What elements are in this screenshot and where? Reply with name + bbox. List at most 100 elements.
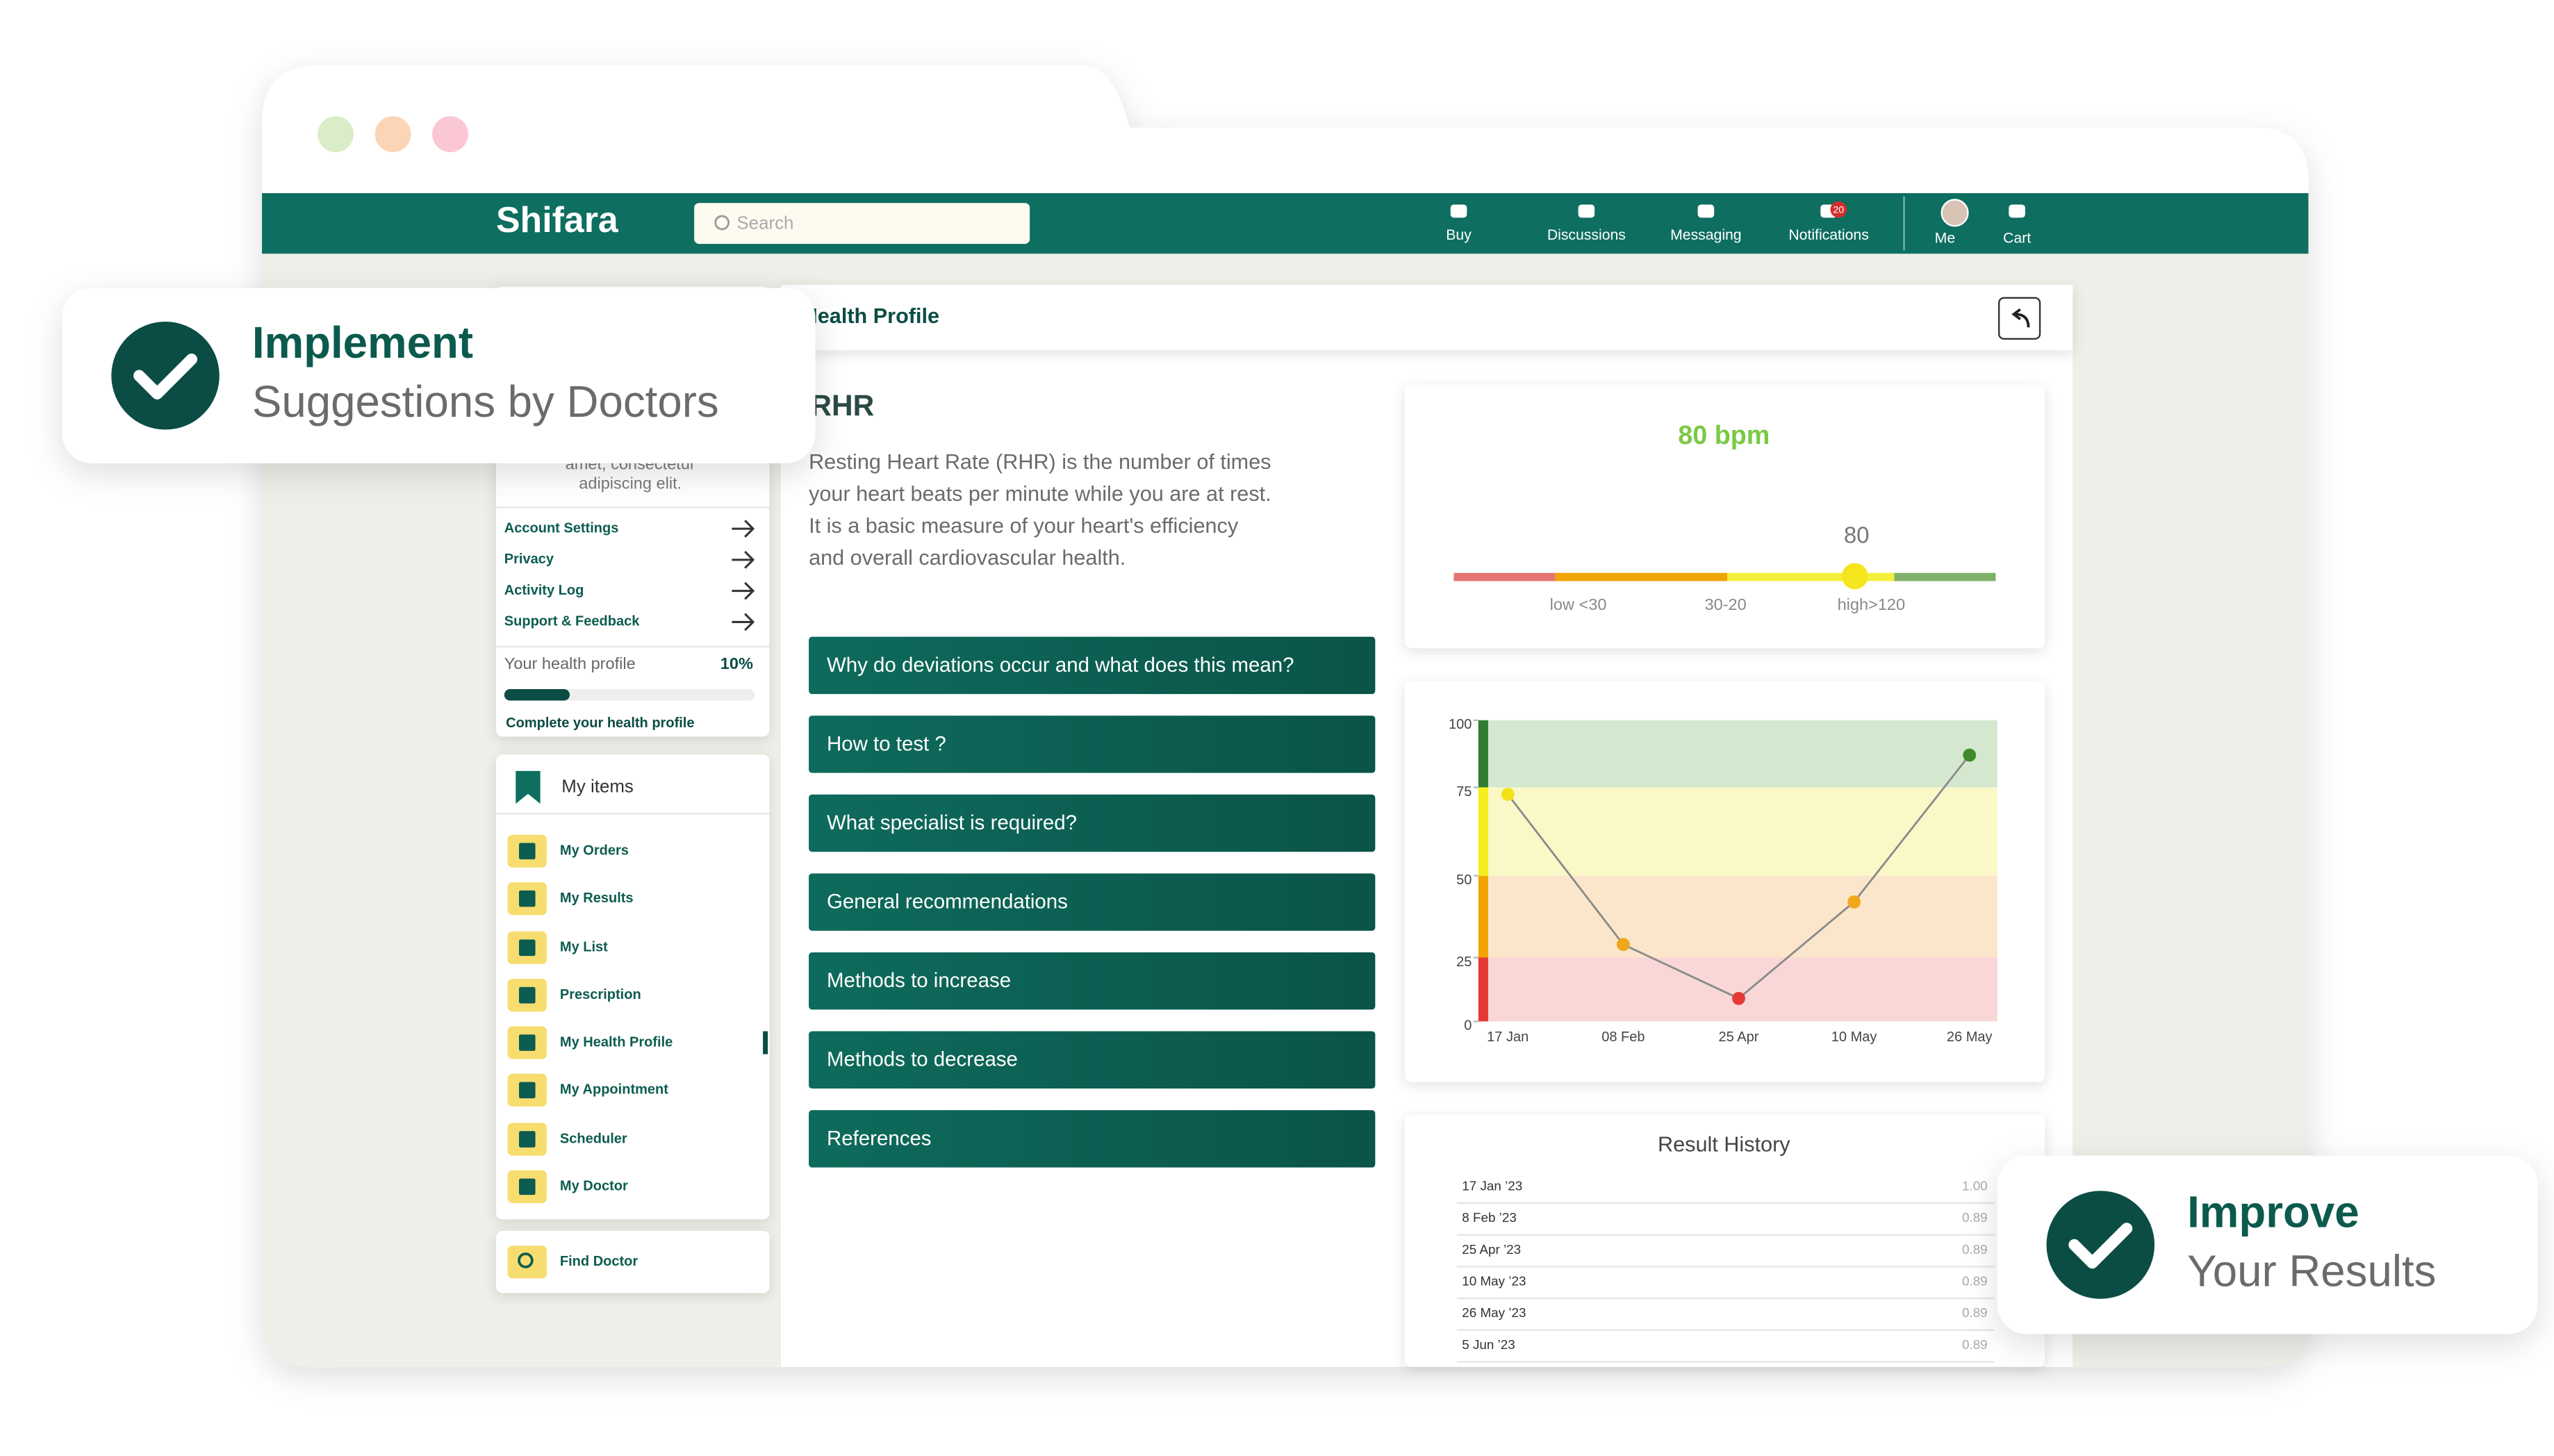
history-value: 0.89: [1962, 1274, 1988, 1289]
range-band: [1478, 720, 1997, 788]
data-point: [1963, 748, 1977, 762]
x-tick-label: 26 May: [1947, 1029, 1993, 1045]
accordion-label: How to test ?: [827, 732, 946, 755]
window-dot: [374, 116, 411, 153]
page-title: Health Profile: [802, 304, 939, 328]
nav-label[interactable]: Discussions: [1547, 227, 1626, 243]
y-tick-label: 50: [1456, 872, 1472, 888]
item-glyph: [518, 843, 536, 860]
progress-fill: [504, 689, 570, 701]
gauge-reading: 80 bpm: [1678, 420, 1770, 449]
find-link[interactable]: Find Doctor: [560, 1254, 638, 1269]
check-circle: [111, 322, 220, 430]
settings-link[interactable]: Account Settings: [504, 520, 619, 536]
accordion-label: Methods to decrease: [827, 1048, 1018, 1071]
window-dot: [318, 116, 354, 153]
history-value: 0.89: [1962, 1210, 1988, 1225]
callout-title: Improve: [2187, 1187, 2359, 1236]
item-link[interactable]: My Appointment: [560, 1082, 668, 1098]
accordion-button[interactable]: [809, 715, 1376, 773]
item-link[interactable]: Prescription: [560, 987, 641, 1002]
data-point: [1847, 895, 1861, 909]
item-glyph: [518, 1178, 536, 1196]
nav-label[interactable]: Cart: [2003, 231, 2031, 247]
callout-subtitle: Suggestions by Doctors: [252, 377, 719, 427]
accordion-button[interactable]: [809, 636, 1376, 695]
history-date: 5 Jun ’23: [1462, 1337, 1515, 1352]
gauge-card: [1404, 384, 2045, 649]
range-band: [1478, 875, 1997, 958]
health-label: Your health profile: [504, 654, 636, 672]
history-value: 0.89: [1962, 1337, 1988, 1352]
notification-count: 20: [1833, 204, 1844, 215]
y-tick-label: 75: [1456, 784, 1472, 800]
settings-link[interactable]: Activity Log: [504, 583, 584, 598]
accordion-button[interactable]: [809, 873, 1376, 931]
nav-label[interactable]: Buy: [1446, 227, 1472, 243]
gauge-segment: [1555, 572, 1728, 581]
item-link[interactable]: My Results: [560, 891, 634, 906]
callout-card: [1997, 1155, 2538, 1334]
avatar: [1941, 199, 1969, 227]
nav-label[interactable]: Notifications: [1788, 227, 1868, 243]
y-tick-label: 0: [1464, 1018, 1472, 1034]
nav-icon: [1578, 204, 1595, 218]
health-action[interactable]: Complete your health profile: [506, 715, 694, 731]
callout-title: Implement: [252, 318, 473, 367]
accordion-button[interactable]: [809, 1031, 1376, 1089]
item-glyph: [518, 1131, 536, 1148]
history-date: 17 Jan ’23: [1462, 1178, 1522, 1193]
metric-title: RHR: [810, 389, 874, 422]
item-link[interactable]: My Orders: [560, 843, 629, 859]
item-glyph: [518, 1082, 536, 1099]
description: your heart beats per minute while you ar…: [809, 482, 1271, 506]
history-date: 10 May ’23: [1462, 1274, 1526, 1289]
search-box[interactable]: [694, 203, 1030, 245]
nav-label[interactable]: Messaging: [1670, 227, 1741, 243]
data-point: [1732, 991, 1745, 1005]
settings-link[interactable]: Privacy: [504, 552, 554, 567]
accordion-button[interactable]: [809, 952, 1376, 1010]
item-glyph: [518, 890, 536, 907]
accordion-label: Why do deviations occur and what does th…: [827, 654, 1294, 677]
arrow-icon: [732, 581, 755, 600]
intro-text: adipiscing elit.: [579, 474, 682, 493]
header-bar: [262, 193, 2309, 254]
data-point: [1616, 938, 1630, 952]
nav-icon: [2009, 204, 2025, 218]
active-marker: [763, 1031, 768, 1054]
accordion-button[interactable]: [809, 1110, 1376, 1168]
check-mark: [2068, 1223, 2133, 1269]
find-card[interactable]: [496, 1230, 770, 1293]
accordion-button[interactable]: [809, 794, 1376, 852]
nav-label[interactable]: Me: [1935, 231, 1955, 247]
history-value: 0.89: [1962, 1242, 1988, 1257]
item-icon: [507, 1246, 547, 1279]
item-link[interactable]: My Doctor: [560, 1179, 628, 1194]
check-mark: [133, 353, 197, 399]
settings-link[interactable]: Support & Feedback: [504, 614, 640, 629]
accordion-label: References: [827, 1127, 932, 1150]
items-title: My items: [561, 777, 634, 796]
accordion-label: General recommendations: [827, 891, 1068, 913]
range-strip: [1478, 875, 1488, 958]
history-card: [1404, 1114, 2045, 1367]
description: Resting Heart Rate (RHR) is the number o…: [809, 450, 1271, 474]
notification-badge: [1830, 201, 1847, 218]
bookmark-icon: [516, 770, 541, 804]
arrow-icon: [732, 520, 755, 538]
item-link[interactable]: My Health Profile: [560, 1034, 673, 1050]
item-link[interactable]: Scheduler: [560, 1131, 627, 1146]
check-circle: [2046, 1191, 2155, 1299]
data-point: [1501, 788, 1515, 802]
title-bar: [781, 285, 2073, 351]
y-tick-label: 100: [1449, 717, 1472, 732]
x-tick-label: 17 Jan: [1487, 1029, 1529, 1045]
logo: Shifara: [496, 199, 619, 240]
y-tick-label: 25: [1456, 954, 1472, 970]
window-dot: [432, 116, 468, 153]
search-placeholder: Search: [736, 214, 793, 233]
item-link[interactable]: My List: [560, 940, 608, 955]
